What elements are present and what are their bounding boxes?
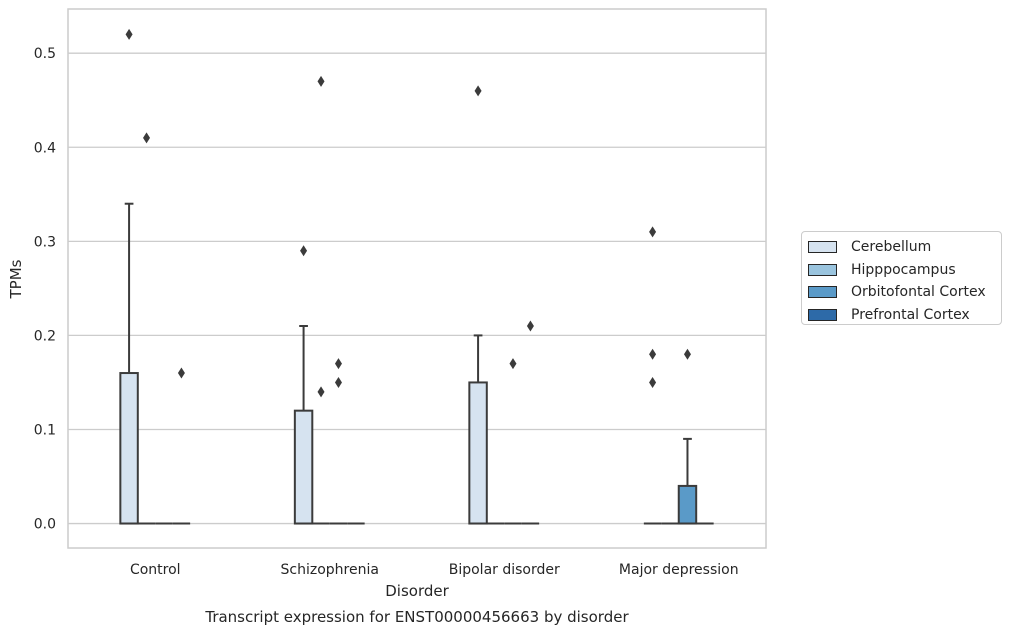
y-tick-labels: 0.0 0.1 0.2 0.3 0.4 0.5	[34, 46, 56, 532]
box-body	[677, 484, 698, 525]
legend-label-prefrontal-cortex: Prefrontal Cortex	[851, 306, 970, 323]
outlier-point-cerebellum	[300, 245, 308, 257]
box-cerebellum-schizophrenia	[293, 325, 314, 525]
box-body	[293, 409, 314, 525]
outlier-point-orbitofontal-cortex	[334, 358, 342, 370]
box-body	[119, 372, 139, 525]
x-tick-label-schizophrenia: Schizophrenia	[281, 562, 379, 578]
y-tick-label: 0.2	[34, 328, 56, 344]
plot-area-frame	[67, 8, 767, 549]
x-axis-title: Disorder	[385, 582, 449, 600]
legend-swatch-prefrontal-cortex	[808, 308, 837, 321]
legend-item-hippocampus: Hipppocampus	[802, 259, 1001, 282]
outlier-point-cerebellum	[649, 348, 657, 360]
legend-item-cerebellum: Cerebellum	[802, 236, 1001, 259]
legend-label-orbitofrontal-cortex: Orbitofontal Cortex	[851, 284, 986, 301]
outlier-point-orbitofontal-cortex	[683, 348, 691, 360]
y-tick-label: 0.1	[34, 422, 56, 438]
outlier-point-orbitofontal-cortex	[509, 358, 517, 370]
legend: Cerebellum Hipppocampus Orbitofontal Cor…	[801, 231, 1002, 325]
y-tick-label: 0.4	[34, 140, 56, 156]
y-tick-label: 0.3	[34, 234, 56, 250]
boxes	[119, 202, 714, 525]
legend-label-cerebellum: Cerebellum	[851, 239, 932, 256]
chart-title: Transcript expression for ENST0000045666…	[204, 608, 629, 626]
outlier-point-orbitofontal-cortex	[334, 376, 342, 388]
legend-swatch-cerebellum	[808, 241, 837, 254]
outlier-point-cerebellum	[474, 85, 482, 97]
outlier-point-hipppocampus	[317, 386, 325, 398]
gridlines	[68, 52, 766, 525]
legend-item-prefrontal-cortex: Prefrontal Cortex	[802, 304, 1001, 327]
outlier-point-cerebellum	[649, 376, 657, 388]
outlier-point-prefrontal-cortex	[526, 320, 534, 332]
y-tick-label: 0.5	[34, 46, 56, 62]
x-tick-label-major-depression: Major depression	[619, 562, 739, 578]
box-orbitofontal-cortex-major-depression	[677, 437, 698, 525]
outliers	[125, 28, 691, 398]
box-cerebellum-bipolar-disorder	[468, 334, 488, 525]
x-tick-labels: Control Schizophrenia Bipolar disorder Majo…	[130, 562, 739, 578]
y-axis-title: TPMs	[7, 259, 25, 299]
outlier-point-hipppocampus	[143, 132, 151, 144]
outlier-point-hipppocampus	[317, 75, 325, 87]
outlier-point-cerebellum	[125, 28, 133, 40]
box-cerebellum-control	[119, 202, 139, 525]
x-tick-label-bipolar-disorder: Bipolar disorder	[449, 562, 560, 578]
legend-label-hippocampus: Hipppocampus	[851, 261, 956, 278]
outlier-point-prefrontal-cortex	[177, 367, 185, 379]
legend-item-orbitofrontal-cortex: Orbitofontal Cortex	[802, 281, 1001, 304]
x-tick-label-control: Control	[130, 562, 181, 578]
y-tick-label: 0.0	[34, 517, 56, 533]
outlier-point-cerebellum	[649, 226, 657, 238]
legend-swatch-hippocampus	[808, 263, 837, 276]
box-body	[468, 381, 488, 525]
legend-swatch-orbitofrontal-cortex	[808, 286, 837, 299]
